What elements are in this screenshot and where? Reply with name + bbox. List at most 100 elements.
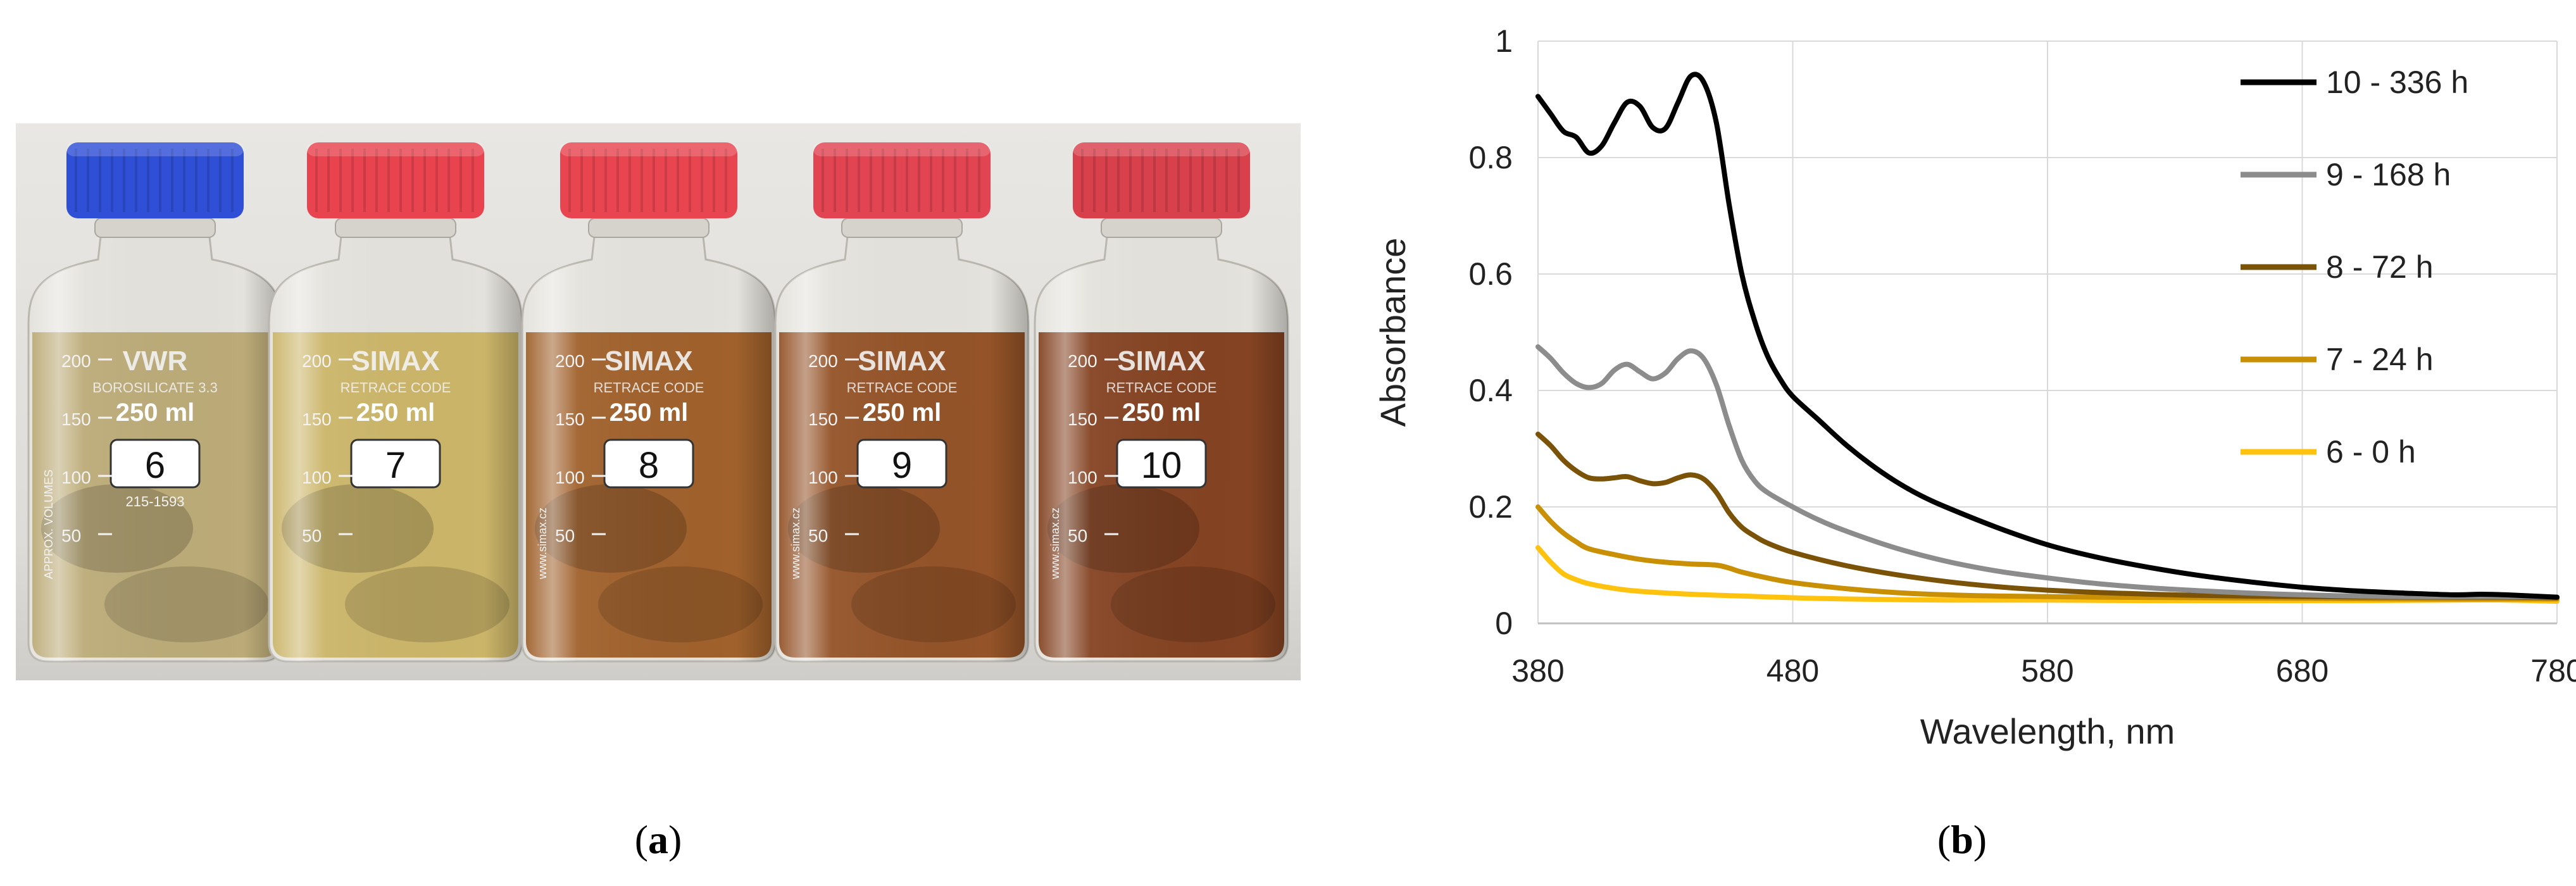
bottle-volume: 250 ml <box>1122 399 1201 427</box>
bottle-volume: 250 ml <box>116 399 195 427</box>
bottle-neck <box>335 218 456 238</box>
series-line-10-336-h <box>1535 72 2560 600</box>
legend-label-8-72-h: 8 - 72 h <box>2326 249 2434 285</box>
series-line-9-168-h <box>1535 344 2560 600</box>
bottle-brand: SIMAX <box>1117 346 1205 377</box>
graduation-label: 200 <box>1068 351 1097 371</box>
bottle-cap <box>66 142 244 218</box>
graduation-label: 100 <box>808 468 838 487</box>
caption-b-letter: b <box>1951 817 1973 862</box>
graduation-label: 150 <box>555 409 585 429</box>
graduation-label: 150 <box>808 409 838 429</box>
x-tick-label: 680 <box>2276 653 2329 689</box>
bottle-side-text: www.simax.cz <box>789 508 802 580</box>
bottle-brand: VWR <box>123 346 188 377</box>
x-tick-label: 380 <box>1511 653 1564 689</box>
graduation-label: 200 <box>808 351 838 371</box>
chart-axes: 0 0.2 0.4 0.6 0.8 1 380 480 580 680 780 Wavelength,… <box>1373 23 2576 751</box>
graduation-label: 100 <box>61 468 91 487</box>
bottle-subtitle: RETRACE CODE <box>847 380 958 396</box>
y-tick-label: 1 <box>1495 23 1513 59</box>
number-label <box>109 439 201 489</box>
bottle-catalog: 215-1593 <box>126 494 185 509</box>
bottle-volume: 250 ml <box>356 399 435 427</box>
graduation-label: 100 <box>1068 468 1097 487</box>
bottles-photo: VWR BOROSILICATE 3.3 250 ml 6 215-1593 200 150… <box>16 123 1301 680</box>
y-tick-label: 0.2 <box>1468 489 1513 525</box>
legend-label-10-336-h: 10 - 336 h <box>2326 65 2468 100</box>
y-axis-title: Absorbance <box>1373 238 1413 427</box>
caption-a-letter: a <box>648 817 668 862</box>
x-tick-label: 780 <box>2530 653 2576 689</box>
graduation-label: 50 <box>555 526 575 546</box>
chart-legend: 10 - 336 h 9 - 168 h 8 - 72 h 7 - 24 h 6 - 0… <box>2241 65 2468 470</box>
y-tick-label: 0.8 <box>1468 140 1513 175</box>
bottle-number: 6 <box>145 445 165 486</box>
series-line-8-72-h <box>1535 432 2560 601</box>
bottle-brand: SIMAX <box>858 346 946 377</box>
caption-a: (a) <box>634 817 682 862</box>
absorbance-chart: 0 0.2 0.4 0.6 0.8 1 380 480 580 680 780 Wavelength,… <box>1361 13 2576 785</box>
bottle-subtitle: RETRACE CODE <box>594 380 704 396</box>
cap-highlight <box>560 142 737 156</box>
bottle-cap <box>813 142 991 218</box>
bottle-number: 7 <box>385 445 406 486</box>
cap-highlight <box>66 142 244 156</box>
bottle-subtitle: BOROSILICATE 3.3 <box>92 380 218 396</box>
bottle-neck <box>1101 218 1222 238</box>
number-label <box>1116 439 1207 489</box>
cap-highlight <box>813 142 991 156</box>
bottle-volume: 250 ml <box>863 399 942 427</box>
chart-svg: 0 0.2 0.4 0.6 0.8 1 380 480 580 680 780 Wavelength,… <box>1373 23 2576 751</box>
bottle-cap <box>560 142 737 218</box>
graduation-label: 150 <box>61 409 91 429</box>
cap-highlight <box>1073 142 1250 156</box>
bottle-8: SIMAX RETRACE CODE 250 ml 8 200 150 100 50 www.s… <box>521 142 777 663</box>
caption-b: (b) <box>1937 817 1987 862</box>
number-label <box>856 439 947 489</box>
photo-panel: VWR BOROSILICATE 3.3 250 ml 6 215-1593 200 150… <box>16 123 1301 680</box>
graduation-label: 200 <box>555 351 585 371</box>
graduation-label: 50 <box>808 526 828 546</box>
bottle-neck <box>94 218 216 238</box>
bottle-number: 8 <box>639 445 659 486</box>
bottle-7: SIMAX RETRACE CODE 250 ml 7 200 150 100 50 <box>268 142 523 663</box>
chart-series <box>1535 72 2560 604</box>
bottle-side-text: www.simax.cz <box>1049 508 1061 580</box>
graduation-label: 50 <box>302 526 322 546</box>
bottle-subtitle: RETRACE CODE <box>1106 380 1217 396</box>
bottle-number: 10 <box>1141 445 1182 486</box>
bottle-volume: 250 ml <box>610 399 689 427</box>
y-tick-label: 0.6 <box>1468 256 1513 292</box>
bottle-brand: SIMAX <box>604 346 692 377</box>
bottle-9: SIMAX RETRACE CODE 250 ml 9 200 150 100 50 www.s… <box>774 142 1030 663</box>
bottle-brand: SIMAX <box>351 346 439 377</box>
bottle-side-text: APPROX. VOLUMES <box>42 470 55 579</box>
bottle-neck <box>841 218 963 238</box>
graduation-label: 100 <box>555 468 585 487</box>
graduation-label: 100 <box>302 468 332 487</box>
graduation-label: 150 <box>1068 409 1097 429</box>
y-tick-label: 0 <box>1495 606 1513 641</box>
bottle-subtitle: RETRACE CODE <box>341 380 451 396</box>
graduation-label: 50 <box>61 526 81 546</box>
bottle-cap <box>307 142 484 218</box>
bottle-number: 9 <box>892 445 912 486</box>
legend-label-7-24-h: 7 - 24 h <box>2326 342 2434 377</box>
legend-label-6-0-h: 6 - 0 h <box>2326 434 2416 470</box>
bottle-6: VWR BOROSILICATE 3.3 250 ml 6 215-1593 200 150… <box>27 142 283 663</box>
x-tick-label: 480 <box>1766 653 1819 689</box>
graduation-label: 200 <box>302 351 332 371</box>
graduation-label: 50 <box>1068 526 1087 546</box>
number-label <box>603 439 694 489</box>
bottle-side-text: www.simax.cz <box>536 508 549 580</box>
bottle-neck <box>588 218 710 238</box>
bottle-10: SIMAX RETRACE CODE 250 ml 10 200 150 100 50 www.… <box>1034 142 1289 663</box>
cap-highlight <box>307 142 484 156</box>
y-tick-label: 0.4 <box>1468 373 1513 408</box>
chart-grid <box>1537 41 2558 624</box>
number-label <box>350 439 441 489</box>
graduation-label: 150 <box>302 409 332 429</box>
x-axis-title: Wavelength, nm <box>1920 711 2175 751</box>
bottle-cap <box>1073 142 1250 218</box>
